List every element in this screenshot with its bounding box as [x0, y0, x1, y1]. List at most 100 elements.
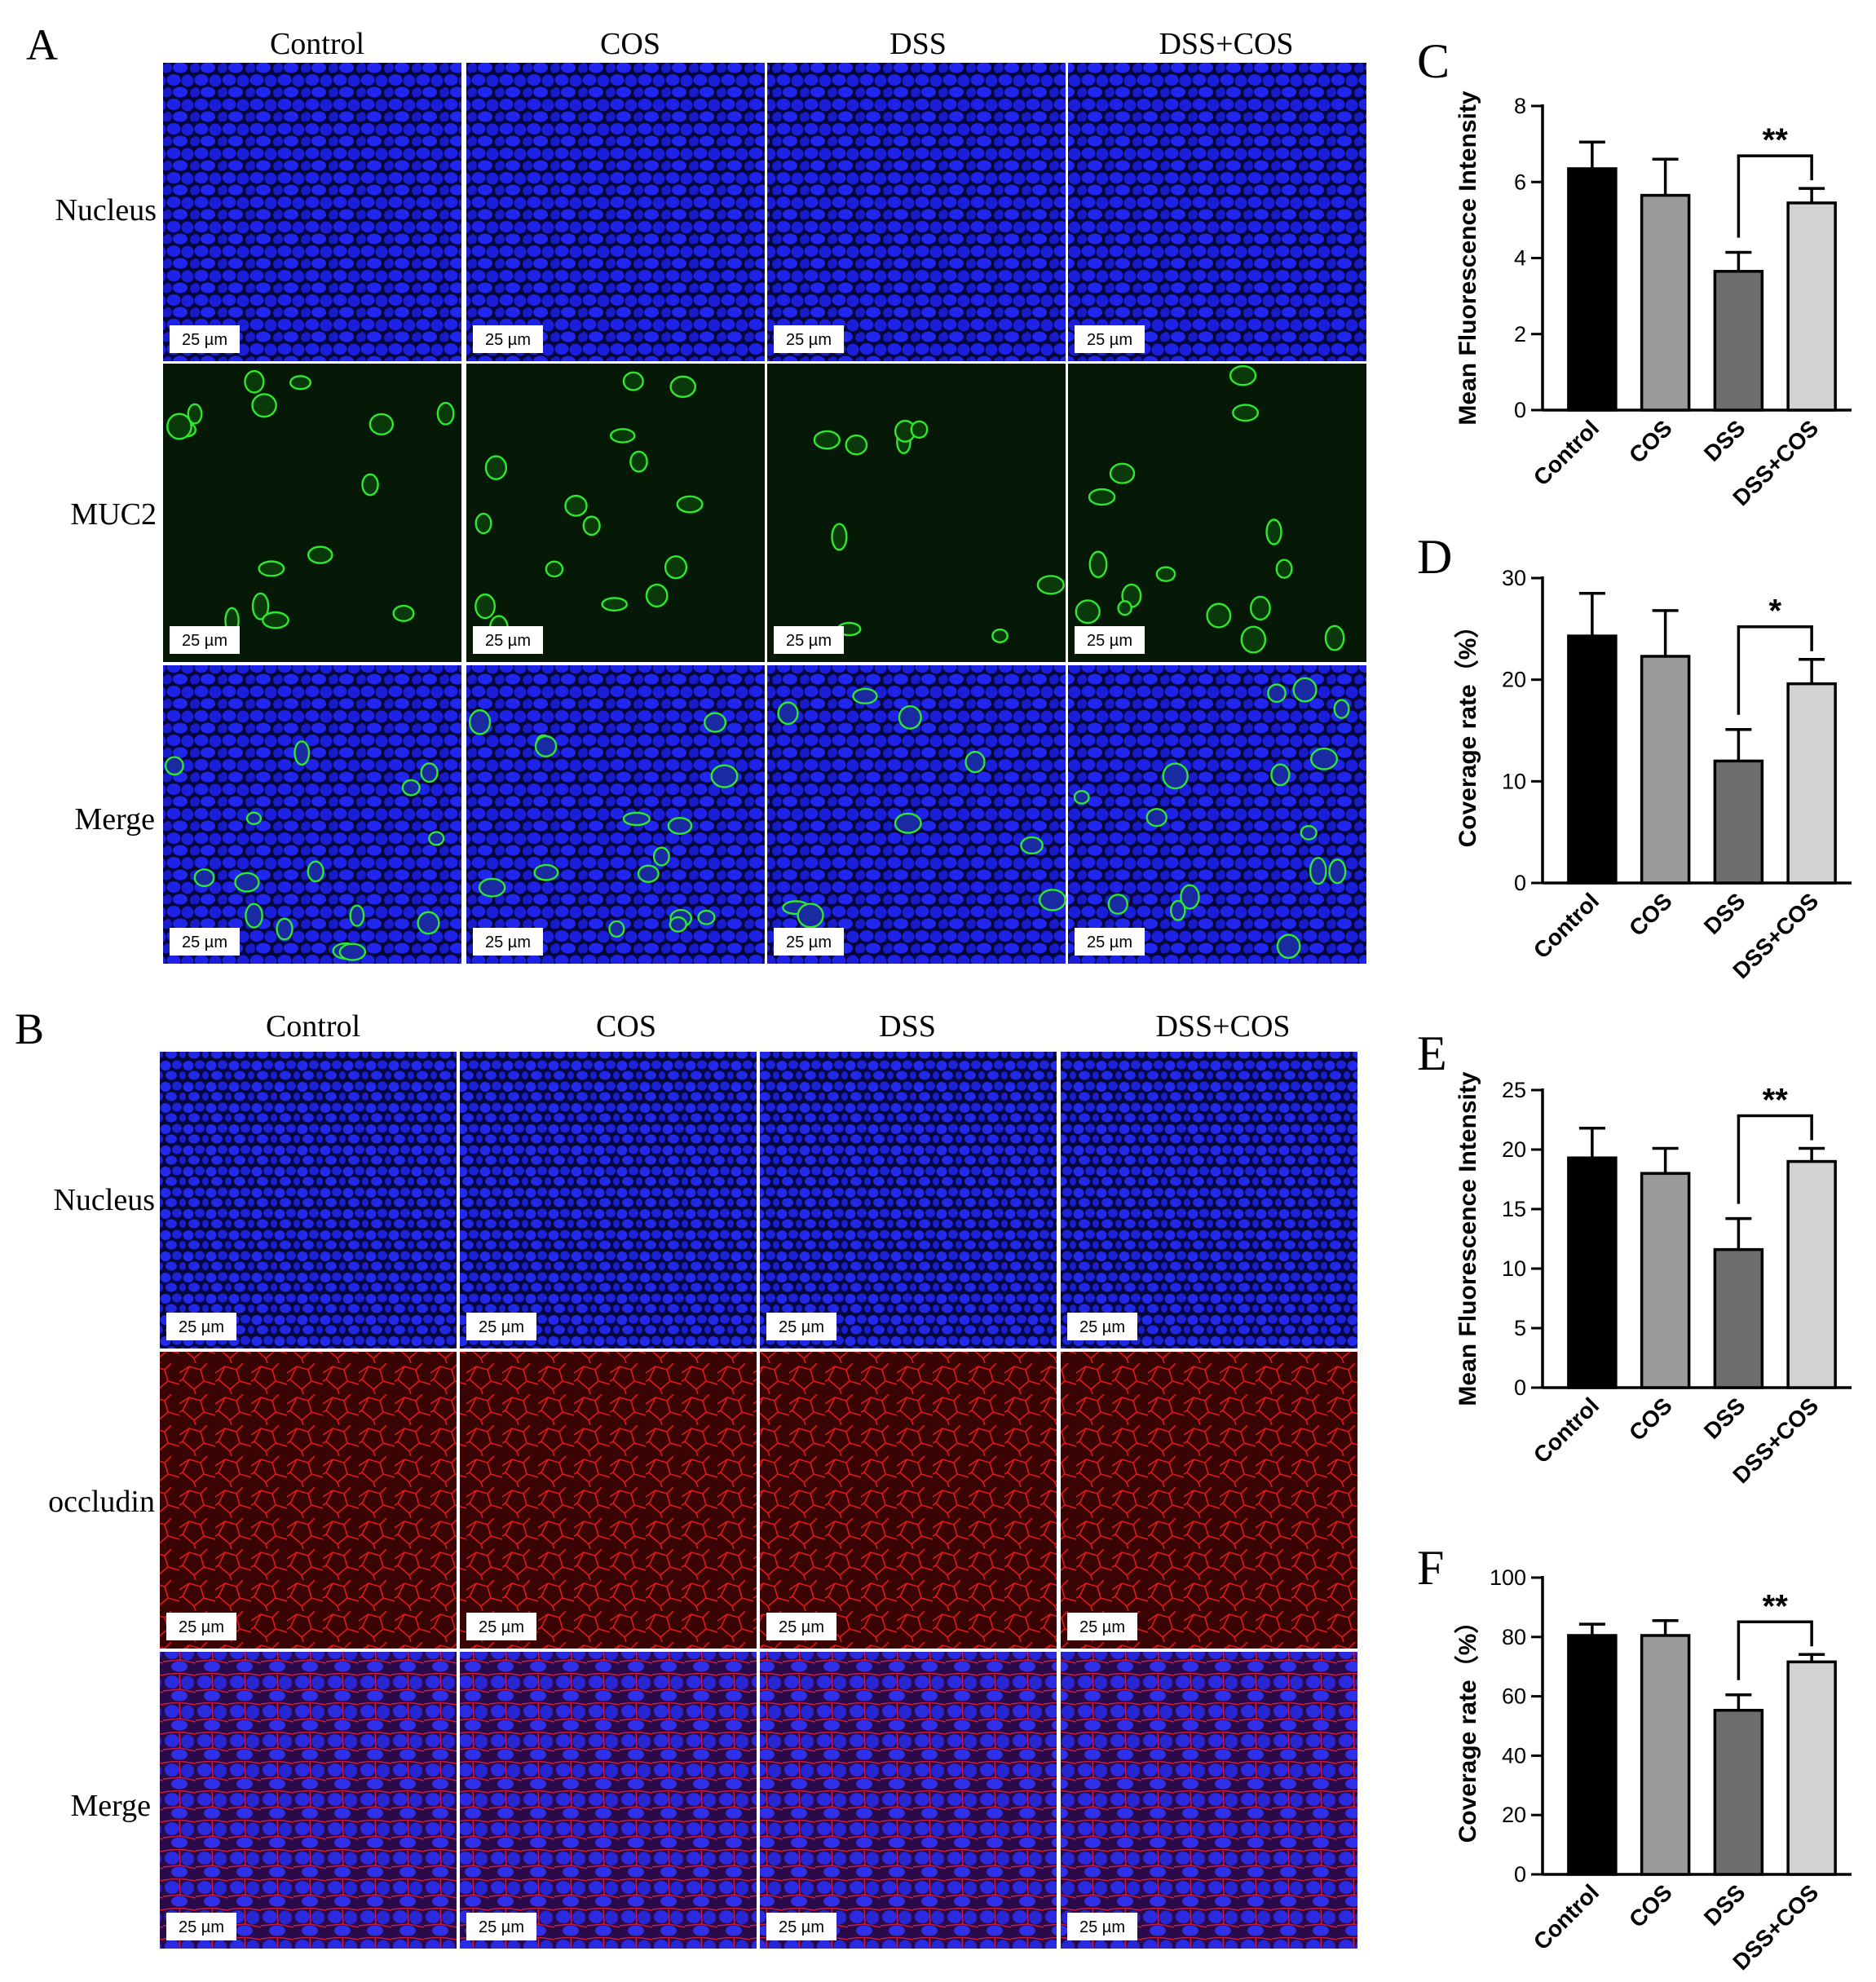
scale-bar: 25 µm	[170, 325, 240, 353]
scale-bar: 25 µm	[1067, 1313, 1137, 1340]
y-tick-label: 2	[1514, 322, 1526, 347]
scale-bar: 25 µm	[466, 1613, 536, 1640]
panel_b-image-r3-c3: 25 µm	[760, 1652, 1057, 1949]
bar-dss-cos	[1786, 1159, 1837, 1389]
goblet-cell	[1232, 404, 1260, 422]
chart-e: E 0 5 10 15 20 25 Mean Fluorescence Intensity Co…	[1417, 1026, 1852, 1488]
scale-bar: 25 µm	[166, 1613, 236, 1640]
panel_b-image-r2-c4: 25 µm	[1061, 1352, 1357, 1649]
goblet-cell	[245, 811, 263, 825]
bar-control	[1567, 1634, 1618, 1876]
panel-a-image-grid: 25 µm 25 µm 25 µm 25 µm 25 µm 25 µm 25 µm 25 µm…	[163, 63, 1366, 964]
panel_a-image-r3-c3: 25 µm	[767, 665, 1066, 964]
goblet-cell	[813, 430, 841, 450]
goblet-cell	[704, 712, 727, 733]
goblet-cell	[1267, 683, 1287, 704]
x-tick-label: DSS	[1699, 888, 1750, 939]
bar-control	[1567, 1156, 1618, 1389]
panel_b-image-r2-c1: 25 µm	[160, 1352, 457, 1649]
goblet-cell	[276, 917, 294, 941]
y-tick-label: 0	[1514, 398, 1526, 422]
panel_a-image-r1-c3: 25 µm	[767, 63, 1066, 361]
panel-b-row-merge: Merge	[71, 1789, 152, 1823]
scale-bar-label: 25 µm	[485, 331, 531, 349]
bar-control	[1567, 167, 1618, 412]
goblet-cell	[1270, 763, 1291, 787]
goblet-cell	[1300, 824, 1318, 841]
scale-bar: 25 µm	[774, 928, 844, 956]
panel_a-image-r2-c2: 25 µm	[466, 364, 765, 662]
goblet-cell	[609, 428, 636, 444]
goblet-cell	[164, 756, 184, 776]
scale-bar: 25 µm	[1075, 928, 1145, 956]
scale-bar-label: 25 µm	[1079, 1318, 1125, 1336]
panel_b-image-r1-c3: 25 µm	[760, 1052, 1057, 1349]
scale-bar-label: 25 µm	[179, 1918, 224, 1936]
x-tick-label: DSS	[1699, 1393, 1750, 1444]
scale-bar-label: 25 µm	[1087, 632, 1132, 650]
goblet-cell	[244, 369, 265, 394]
panel_b-image-r3-c2: 25 µm	[460, 1652, 757, 1949]
goblet-cell	[1240, 625, 1267, 654]
panel_b-image-r3-c1: 25 µm	[160, 1652, 457, 1949]
bar-dss-cos	[1786, 201, 1837, 412]
panel-b-col-dss-cos: DSS+COS	[1155, 1009, 1290, 1044]
bar-charts: C 0 2 4 6 8 Mean Fluorescence Intensity Control…	[1417, 34, 1852, 1975]
y-axis-label: Coverage rate（%）	[1454, 614, 1481, 848]
scale-bar-label: 25 µm	[786, 632, 832, 650]
x-tick-label: Control	[1529, 1393, 1604, 1468]
panel_a-image-r1-c2: 25 µm	[466, 63, 765, 361]
goblet-cell	[667, 816, 693, 835]
goblet-cell	[637, 864, 660, 884]
scale-bar: 25 µm	[1067, 1913, 1137, 1940]
goblet-cell	[1275, 558, 1293, 579]
chart-letter: F	[1417, 1541, 1444, 1595]
scale-bar-label: 25 µm	[779, 1318, 824, 1336]
goblet-cell	[417, 911, 440, 935]
goblet-cell	[898, 704, 922, 730]
significance-bracket: **	[1737, 1083, 1813, 1204]
scale-bar-label: 25 µm	[182, 934, 227, 951]
panel_a-image-r1-c4: 25 µm	[1068, 63, 1366, 361]
goblet-cell	[582, 515, 601, 536]
scale-bar-label: 25 µm	[479, 1618, 524, 1636]
bar-control	[1567, 634, 1618, 885]
goblet-cell	[478, 877, 506, 898]
x-tick-label: COS	[1624, 1879, 1677, 1932]
goblet-cell	[910, 420, 929, 439]
goblet-cell	[361, 473, 379, 497]
scale-bar: 25 µm	[766, 1313, 836, 1340]
panel-b-col-control: Control	[266, 1009, 360, 1044]
panel-a-col-cos: COS	[600, 27, 660, 61]
goblet-cell	[1117, 600, 1132, 616]
panel-b-col-cos: COS	[596, 1009, 656, 1044]
goblet-cell	[1310, 747, 1339, 770]
scale-bar: 25 µm	[466, 1913, 536, 1940]
bar-dss	[1713, 1247, 1764, 1389]
goblet-cell	[669, 375, 697, 399]
goblet-cell	[564, 494, 588, 517]
y-axis-label: Mean Fluorescence Intensity	[1454, 90, 1481, 425]
goblet-cell	[1229, 364, 1257, 386]
scale-bar: 25 µm	[166, 1913, 236, 1940]
panel_a-image-r1-c1: 25 µm	[163, 63, 461, 361]
goblet-cell	[1328, 859, 1347, 885]
goblet-cell	[369, 413, 394, 435]
scale-bar-label: 25 µm	[786, 934, 832, 951]
panel-a-col-control: Control	[270, 27, 364, 61]
panel-b-row-occludin: occludin	[48, 1485, 155, 1519]
panel-b-letter: B	[15, 1004, 44, 1053]
chart-f: F 0 20 40 60 80 100 Coverage rate（%） Control COS D…	[1417, 1541, 1852, 1975]
bar-dss-cos	[1786, 682, 1837, 885]
goblet-cell	[629, 450, 648, 473]
goblet-cell	[533, 863, 559, 881]
scale-bar: 25 µm	[1075, 325, 1145, 353]
y-tick-label: 15	[1502, 1197, 1526, 1221]
goblet-cell	[852, 687, 878, 704]
goblet-cell	[289, 375, 312, 391]
goblet-cell	[894, 812, 922, 834]
goblet-cell	[1020, 836, 1044, 855]
goblet-cell	[1206, 603, 1232, 629]
y-tick-label: 30	[1502, 566, 1526, 590]
